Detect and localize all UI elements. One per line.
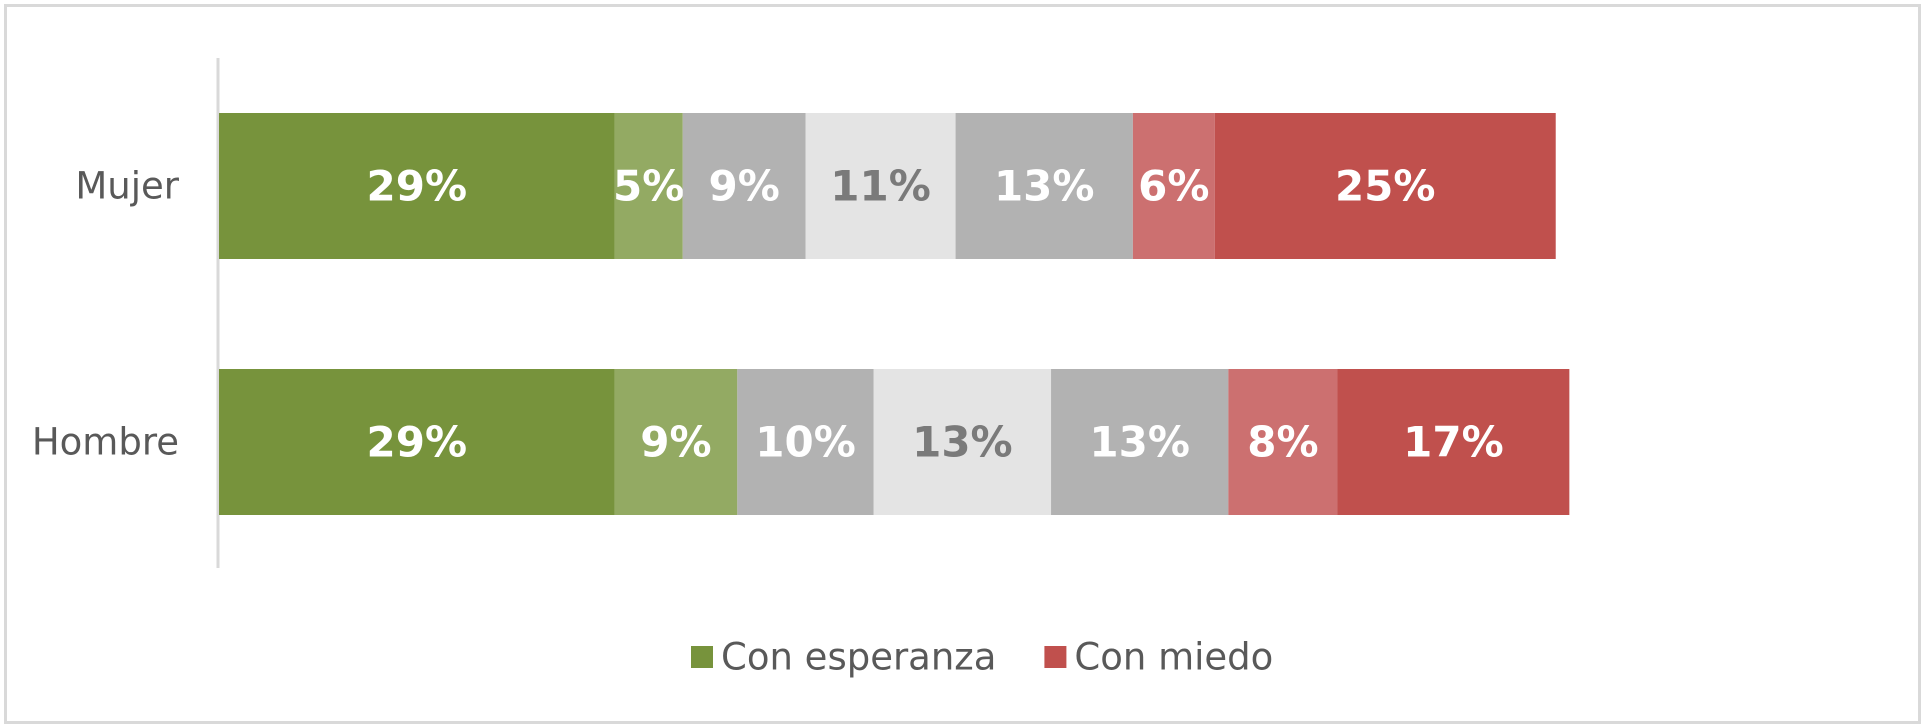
data-label-mujer-3: 9% [708, 162, 779, 211]
data-label-hombre-6: 8% [1247, 418, 1318, 467]
chart-frame: Mujer 29% 5% 9% 11% 13% 6% 25% Hombre 29% 9% 10% 13%… [4, 4, 1921, 724]
bar-segment-hombre-5 [1051, 369, 1229, 515]
bar-segment-mujer-6 [1132, 113, 1215, 259]
bar-segment-hombre-2 [614, 369, 738, 515]
bar-segment-hombre-6 [1228, 369, 1338, 515]
data-label-mujer-1: 29% [367, 162, 468, 211]
bar-segment-hombre-7 [1337, 369, 1570, 515]
legend-label-con-miedo: Con miedo [1074, 636, 1273, 679]
data-label-hombre-4: 13% [912, 418, 1013, 467]
data-label-hombre-1: 29% [367, 418, 468, 467]
data-label-hombre-5: 13% [1089, 418, 1190, 467]
category-label-hombre: Hombre [32, 421, 179, 464]
data-label-mujer-2: 5% [613, 162, 684, 211]
bar-segment-mujer-7 [1214, 113, 1556, 259]
data-label-hombre-2: 9% [640, 418, 711, 467]
bar-segment-mujer-4 [805, 113, 956, 259]
legend-label-con-esperanza: Con esperanza [721, 636, 996, 679]
bar-segment-mujer-5 [955, 113, 1133, 259]
data-label-mujer-4: 11% [830, 162, 931, 211]
bar-segment-mujer-1 [219, 113, 615, 259]
bars-layer: Mujer 29% 5% 9% 11% 13% 6% 25% Hombre 29% 9% 10% 13%… [32, 113, 1570, 515]
bar-segment-hombre-1 [219, 369, 615, 515]
data-label-hombre-3: 10% [755, 418, 856, 467]
legend-swatch-con-miedo [1044, 646, 1067, 668]
bar-segment-mujer-3 [682, 113, 806, 259]
data-label-hombre-7: 17% [1403, 418, 1504, 467]
bar-segment-mujer-2 [614, 113, 683, 259]
legend: Con esperanza Con miedo [691, 636, 1273, 679]
bar-segment-hombre-4 [873, 369, 1052, 515]
data-label-mujer-6: 6% [1138, 162, 1209, 211]
bar-segment-hombre-3 [737, 369, 874, 515]
category-label-mujer: Mujer [75, 165, 179, 208]
data-label-mujer-7: 25% [1335, 162, 1436, 211]
data-label-mujer-5: 13% [994, 162, 1095, 211]
stacked-bar-chart: Mujer 29% 5% 9% 11% 13% 6% 25% Hombre 29% 9% 10% 13%… [32, 58, 1570, 679]
legend-swatch-con-esperanza [691, 646, 713, 668]
